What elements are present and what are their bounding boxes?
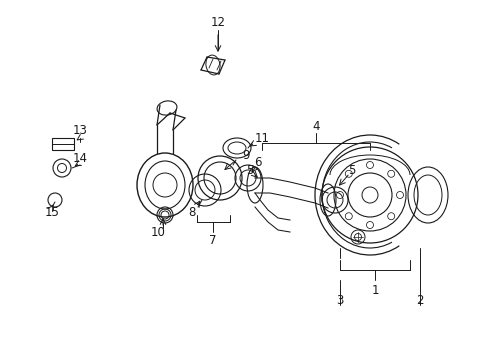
Text: 4: 4: [312, 120, 319, 132]
Text: 5: 5: [246, 163, 253, 176]
Text: 11: 11: [254, 131, 269, 144]
Text: 15: 15: [44, 206, 60, 219]
Text: 10: 10: [150, 225, 165, 239]
Text: 5: 5: [347, 163, 355, 176]
Text: 7: 7: [209, 234, 216, 247]
Text: 1: 1: [370, 284, 378, 297]
Text: 12: 12: [210, 15, 225, 28]
Text: 14: 14: [72, 152, 87, 165]
Text: 9: 9: [242, 149, 249, 162]
Text: 13: 13: [72, 123, 87, 136]
Text: 6: 6: [254, 156, 261, 168]
Text: 2: 2: [415, 293, 423, 306]
Text: 8: 8: [188, 206, 195, 219]
Bar: [52, 138, 74, 150]
Text: 3: 3: [336, 293, 343, 306]
